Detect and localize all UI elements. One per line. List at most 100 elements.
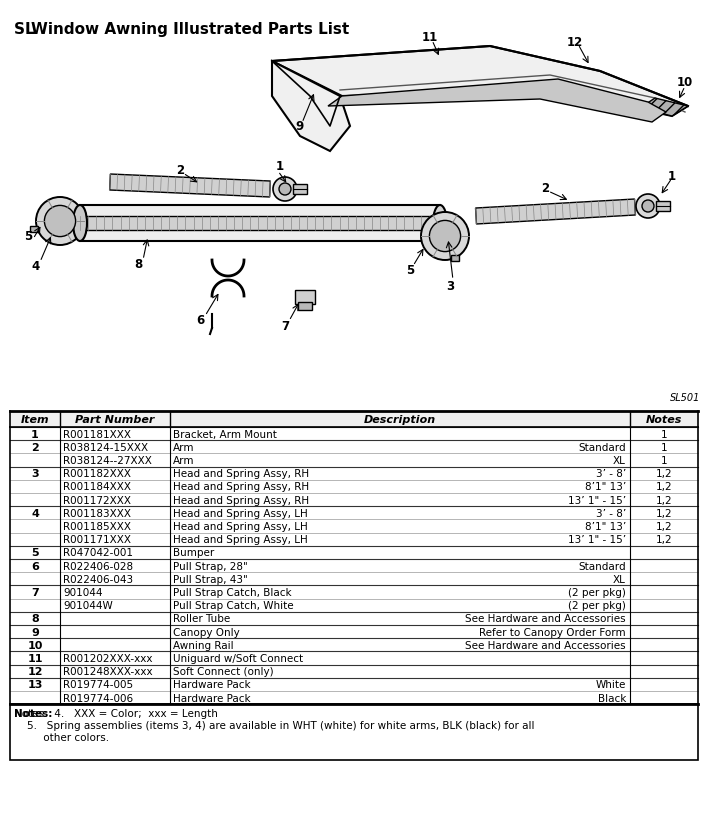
Text: Head and Spring Assy, LH: Head and Spring Assy, LH bbox=[173, 534, 308, 544]
Ellipse shape bbox=[73, 206, 87, 242]
Text: 13’ 1" - 15’: 13’ 1" - 15’ bbox=[568, 534, 626, 544]
Text: Pull Strap, 28": Pull Strap, 28" bbox=[173, 561, 248, 571]
Text: Window Awning Illustrated Parts List: Window Awning Illustrated Parts List bbox=[31, 22, 349, 37]
Text: 11: 11 bbox=[27, 653, 42, 663]
Text: 7: 7 bbox=[281, 320, 289, 333]
Text: 1,2: 1,2 bbox=[656, 534, 673, 544]
Bar bbox=[10, 665, 698, 678]
Text: 3: 3 bbox=[446, 279, 454, 292]
Ellipse shape bbox=[433, 206, 447, 242]
Bar bbox=[10, 427, 698, 441]
Text: Head and Spring Assy, LH: Head and Spring Assy, LH bbox=[173, 522, 308, 532]
Bar bbox=[10, 586, 698, 599]
Text: 1: 1 bbox=[668, 170, 676, 182]
Text: Notes:  4.   XXX = Color;  xxx = Length: Notes: 4. XXX = Color; xxx = Length bbox=[14, 708, 218, 718]
Text: 3: 3 bbox=[31, 469, 39, 479]
Text: 8’1" 13’: 8’1" 13’ bbox=[585, 522, 626, 532]
Text: R038124--27XXX: R038124--27XXX bbox=[63, 456, 152, 466]
Text: Arm: Arm bbox=[173, 456, 195, 466]
Text: Uniguard w/Soft Connect: Uniguard w/Soft Connect bbox=[173, 653, 303, 663]
Text: Hardware Pack: Hardware Pack bbox=[173, 680, 251, 690]
Circle shape bbox=[421, 212, 469, 261]
Text: 901044: 901044 bbox=[63, 588, 103, 597]
Text: 5: 5 bbox=[24, 230, 32, 243]
Text: 1,2: 1,2 bbox=[656, 482, 673, 492]
Polygon shape bbox=[272, 47, 688, 117]
Bar bbox=[10, 559, 698, 573]
Bar bbox=[451, 256, 459, 262]
Text: R001184XXX: R001184XXX bbox=[63, 482, 131, 492]
Text: R001183XXX: R001183XXX bbox=[63, 508, 131, 518]
Text: 1: 1 bbox=[31, 429, 39, 439]
Text: other colors.: other colors. bbox=[14, 732, 109, 742]
Bar bbox=[10, 546, 698, 559]
Text: Standard: Standard bbox=[578, 442, 626, 452]
Text: SL: SL bbox=[14, 22, 40, 37]
Text: R047042-001: R047042-001 bbox=[63, 548, 133, 558]
Bar bbox=[295, 291, 315, 304]
Text: Standard: Standard bbox=[578, 561, 626, 571]
Text: (2 per pkg): (2 per pkg) bbox=[568, 600, 626, 610]
Text: Bumper: Bumper bbox=[173, 548, 215, 558]
Text: See Hardware and Accessories: See Hardware and Accessories bbox=[465, 614, 626, 624]
Polygon shape bbox=[328, 80, 666, 123]
Text: 9: 9 bbox=[31, 627, 39, 637]
Text: Soft Connect (only): Soft Connect (only) bbox=[173, 666, 273, 676]
Bar bbox=[10, 507, 698, 520]
Polygon shape bbox=[110, 175, 270, 198]
Circle shape bbox=[429, 222, 461, 252]
Text: 1: 1 bbox=[661, 429, 668, 439]
Bar bbox=[10, 651, 698, 665]
Text: 3’ - 8’: 3’ - 8’ bbox=[595, 508, 626, 518]
Bar bbox=[10, 520, 698, 533]
Text: 8’1" 13’: 8’1" 13’ bbox=[585, 482, 626, 492]
Bar bbox=[298, 303, 312, 311]
Polygon shape bbox=[272, 62, 350, 152]
Text: Roller Tube: Roller Tube bbox=[173, 614, 230, 624]
Text: Refer to Canopy Order Form: Refer to Canopy Order Form bbox=[479, 627, 626, 637]
Bar bbox=[10, 612, 698, 625]
Text: 12: 12 bbox=[27, 666, 42, 676]
Bar bbox=[10, 639, 698, 651]
Text: Hardware Pack: Hardware Pack bbox=[173, 693, 251, 703]
Text: R001182XXX: R001182XXX bbox=[63, 469, 131, 479]
Text: Awning Rail: Awning Rail bbox=[173, 640, 234, 650]
Bar bbox=[10, 467, 698, 480]
Text: 1: 1 bbox=[276, 161, 284, 173]
Text: Canopy Only: Canopy Only bbox=[173, 627, 240, 637]
Text: 5: 5 bbox=[31, 548, 39, 558]
Text: 11: 11 bbox=[422, 30, 438, 43]
Text: R019774-005: R019774-005 bbox=[63, 680, 133, 690]
Text: 10: 10 bbox=[677, 75, 693, 89]
Bar bbox=[10, 411, 698, 427]
Text: Pull Strap Catch, Black: Pull Strap Catch, Black bbox=[173, 588, 292, 597]
Bar bbox=[293, 185, 307, 195]
Text: Pull Strap Catch, White: Pull Strap Catch, White bbox=[173, 600, 294, 610]
Bar bbox=[10, 625, 698, 639]
Text: R001248XXX-xxx: R001248XXX-xxx bbox=[63, 666, 153, 676]
Text: Description: Description bbox=[364, 415, 436, 425]
Circle shape bbox=[642, 201, 654, 212]
Bar bbox=[10, 533, 698, 546]
Text: R001172XXX: R001172XXX bbox=[63, 495, 131, 505]
Text: XL: XL bbox=[613, 456, 626, 466]
Text: 8: 8 bbox=[31, 614, 39, 624]
Text: 4: 4 bbox=[31, 508, 39, 518]
Text: 6: 6 bbox=[31, 561, 39, 571]
Text: Head and Spring Assy, RH: Head and Spring Assy, RH bbox=[173, 482, 309, 492]
Bar bbox=[10, 493, 698, 507]
Bar bbox=[10, 691, 698, 705]
Text: Arm: Arm bbox=[173, 442, 195, 452]
Bar bbox=[30, 227, 38, 232]
Circle shape bbox=[279, 184, 291, 196]
Text: Head and Spring Assy, RH: Head and Spring Assy, RH bbox=[173, 469, 309, 479]
Text: R001185XXX: R001185XXX bbox=[63, 522, 131, 532]
Text: 5: 5 bbox=[406, 263, 414, 276]
Text: Notes:: Notes: bbox=[14, 708, 52, 718]
Text: 12: 12 bbox=[567, 35, 583, 48]
Text: 1: 1 bbox=[661, 442, 668, 452]
Bar bbox=[80, 206, 440, 242]
Bar bbox=[10, 573, 698, 586]
Text: 8: 8 bbox=[134, 257, 142, 270]
Text: R001171XXX: R001171XXX bbox=[63, 534, 131, 544]
